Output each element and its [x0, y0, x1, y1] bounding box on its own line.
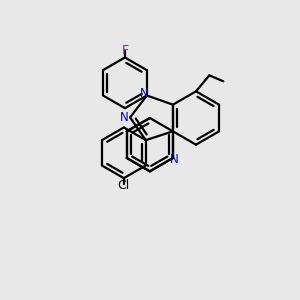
Text: F: F	[122, 44, 128, 57]
Text: Cl: Cl	[118, 179, 130, 192]
Text: N: N	[140, 87, 148, 100]
Text: N: N	[170, 153, 179, 166]
Text: N: N	[120, 111, 128, 124]
